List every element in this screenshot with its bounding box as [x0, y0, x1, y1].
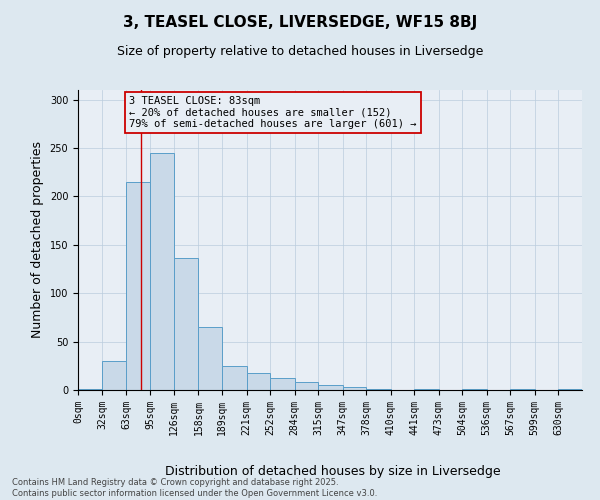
Bar — [247, 372, 270, 390]
Text: Contains HM Land Registry data © Crown copyright and database right 2025.
Contai: Contains HM Land Registry data © Crown c… — [12, 478, 377, 498]
Bar — [103, 361, 126, 390]
Bar — [151, 153, 174, 390]
Bar — [366, 389, 391, 390]
Bar — [462, 389, 487, 390]
Text: 3, TEASEL CLOSE, LIVERSEDGE, WF15 8BJ: 3, TEASEL CLOSE, LIVERSEDGE, WF15 8BJ — [123, 15, 477, 30]
Text: Size of property relative to detached houses in Liversedge: Size of property relative to detached ho… — [117, 45, 483, 58]
Bar — [559, 389, 582, 390]
Bar — [511, 389, 535, 390]
Bar — [295, 382, 318, 390]
Bar — [414, 389, 439, 390]
Bar — [343, 387, 366, 390]
Y-axis label: Number of detached properties: Number of detached properties — [31, 142, 44, 338]
Text: 3 TEASEL CLOSE: 83sqm
← 20% of detached houses are smaller (152)
79% of semi-det: 3 TEASEL CLOSE: 83sqm ← 20% of detached … — [129, 96, 416, 129]
Bar — [174, 258, 199, 390]
Text: Distribution of detached houses by size in Liversedge: Distribution of detached houses by size … — [165, 464, 501, 477]
Bar — [78, 389, 103, 390]
Bar — [270, 378, 295, 390]
Bar — [199, 327, 222, 390]
Bar — [318, 385, 343, 390]
Bar — [126, 182, 151, 390]
Bar — [222, 366, 247, 390]
